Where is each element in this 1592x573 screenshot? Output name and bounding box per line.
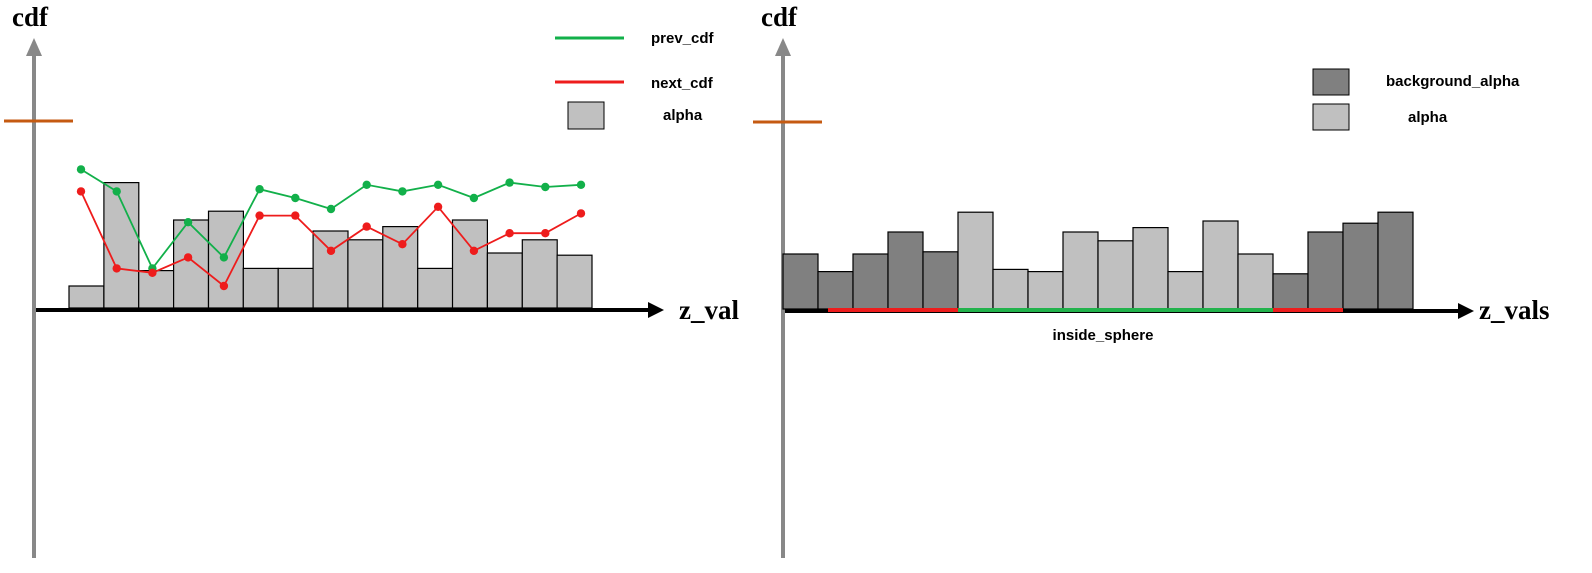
next-cdf-point-10 <box>398 240 407 249</box>
prev-cdf-point-4 <box>183 218 193 227</box>
next-cdf-point-13 <box>505 229 514 238</box>
background-alpha-bar-18 <box>1377 211 1414 310</box>
legend-background-alpha-swatch <box>1312 68 1350 96</box>
alpha-bar-15 <box>556 254 593 309</box>
alpha-bar-10 <box>1097 240 1134 310</box>
next-cdf-point-12 <box>469 246 479 255</box>
right-x-axis-arrowhead <box>1458 303 1474 319</box>
alpha-bar-12 <box>1167 271 1204 310</box>
next-cdf-point-5 <box>219 281 229 291</box>
right-y-axis-label: cdf <box>761 2 798 32</box>
alpha-bar-11 <box>1132 227 1169 310</box>
prev-cdf-point-14 <box>541 182 550 192</box>
prev-cdf-point-11 <box>433 180 443 189</box>
alpha-bar-6 <box>242 267 279 309</box>
prev-cdf-point-7 <box>291 193 300 203</box>
alpha-bar-7 <box>277 267 314 309</box>
prev-cdf-point-5 <box>219 253 229 262</box>
left-legend: prev_cdf next_cdf alpha <box>555 30 715 130</box>
legend-next-cdf-label: next_cdf <box>651 75 714 92</box>
prev-cdf-point-1 <box>76 165 86 174</box>
background-alpha-bar-1 <box>782 253 819 310</box>
alpha-bar-13 <box>1202 220 1239 310</box>
alpha-bar-12 <box>451 219 489 309</box>
alpha-bar-14 <box>1237 253 1274 310</box>
prev-cdf-point-10 <box>398 187 407 196</box>
prev-cdf-point-2 <box>112 187 121 196</box>
next-cdf-point-14 <box>541 229 550 238</box>
background-alpha-bar-16 <box>1307 231 1344 310</box>
next-cdf-point-2 <box>112 264 121 273</box>
next-cdf-point-6 <box>255 211 264 220</box>
alpha-bar-7 <box>992 268 1029 310</box>
background-alpha-bar-4 <box>887 231 924 310</box>
left-y-axis-label: cdf <box>12 2 49 32</box>
next-cdf-point-4 <box>183 253 193 262</box>
alpha-bar-8 <box>312 230 349 309</box>
left-y-axis-arrowhead <box>26 38 42 56</box>
left-x-axis-label: z_val <box>679 295 739 325</box>
prev-cdf-point-9 <box>362 180 371 189</box>
next-cdf-point-11 <box>433 202 443 211</box>
inside-sphere-label: inside_sphere <box>1053 327 1154 344</box>
next-cdf-point-9 <box>362 222 371 231</box>
left-cdf-lines <box>76 165 586 291</box>
left-x-axis-arrowhead <box>648 302 664 318</box>
left-alpha-bars <box>68 182 593 309</box>
background-alpha-bar-3 <box>852 253 889 310</box>
background-alpha-bar-17 <box>1342 222 1379 310</box>
prev-cdf-point-8 <box>326 204 336 214</box>
legend-right-alpha-swatch <box>1312 103 1350 131</box>
prev-cdf-point-12 <box>469 193 479 203</box>
background-alpha-bar-2 <box>817 271 854 310</box>
prev-cdf-point-13 <box>505 178 514 187</box>
prev-cdf-point-15 <box>576 180 586 189</box>
prev-cdf-point-6 <box>255 185 264 194</box>
background-alpha-bar-15 <box>1272 273 1309 310</box>
left-panel: cdf z_val prev_cdf next_cdf alpha <box>4 2 739 558</box>
right-bars <box>782 211 1414 310</box>
right-y-axis-arrowhead <box>775 38 791 56</box>
next-cdf-point-3 <box>148 268 157 277</box>
legend-background-alpha-label: background_alpha <box>1386 73 1520 90</box>
legend-alpha-swatch <box>567 101 605 130</box>
right-x-axis-label: z_vals <box>1479 295 1550 325</box>
legend-right-alpha-label: alpha <box>1408 109 1448 126</box>
alpha-bar-14 <box>521 239 558 309</box>
next-cdf-point-7 <box>291 211 300 220</box>
legend-prev-cdf-label: prev_cdf <box>651 30 715 47</box>
alpha-bar-11 <box>417 267 454 309</box>
legend-alpha-label: alpha <box>663 107 703 124</box>
next-cdf-point-1 <box>76 187 86 196</box>
alpha-bar-13 <box>486 252 523 309</box>
alpha-bar-6 <box>957 211 994 310</box>
alpha-bar-9 <box>1062 231 1099 310</box>
alpha-bar-10 <box>382 226 419 309</box>
right-panel: cdf z_vals inside_sphere background_alph… <box>753 2 1550 558</box>
alpha-bar-3 <box>138 270 175 309</box>
next-cdf-point-8 <box>326 246 336 255</box>
alpha-bar-9 <box>347 239 384 309</box>
alpha-bar-8 <box>1027 271 1064 310</box>
next-cdf-point-15 <box>576 209 586 218</box>
alpha-bar-1 <box>68 285 105 309</box>
right-legend: background_alpha alpha <box>1312 68 1520 131</box>
background-alpha-bar-5 <box>922 251 959 310</box>
